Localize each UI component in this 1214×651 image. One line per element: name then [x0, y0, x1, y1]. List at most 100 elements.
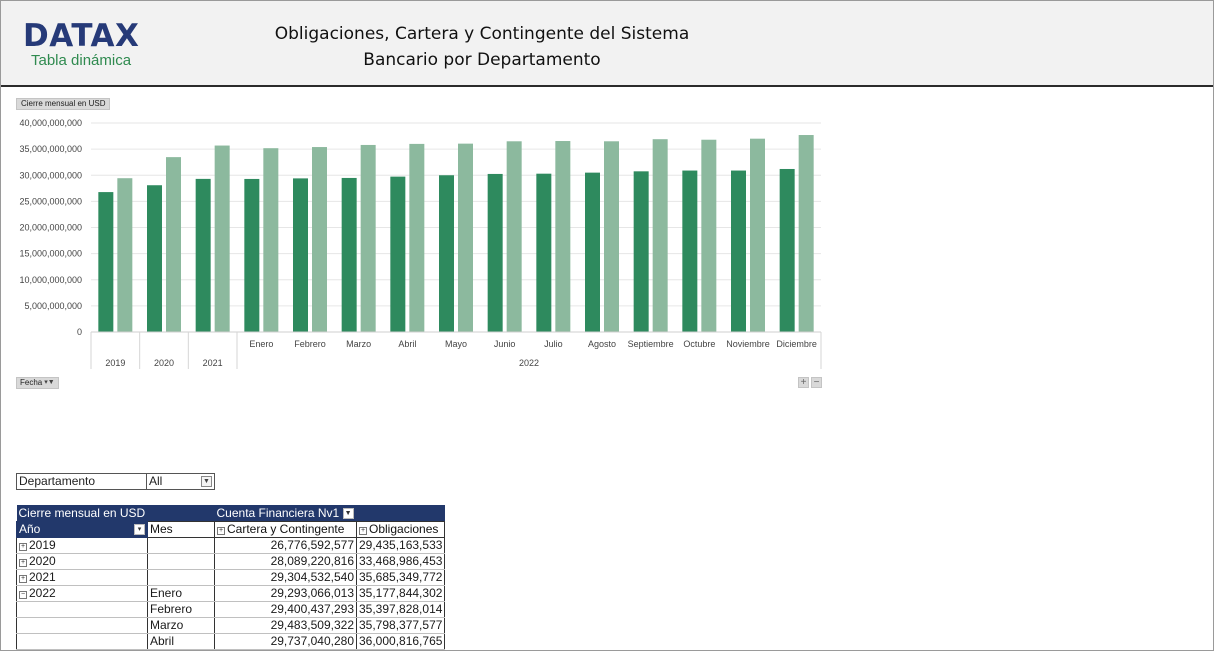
bar-cartera[interactable]: [341, 177, 357, 332]
filter-dropdown-icon: ▾▼: [44, 379, 55, 386]
year-cell[interactable]: [16, 633, 148, 650]
bar-cartera[interactable]: [195, 178, 211, 332]
chevron-down-icon[interactable]: ▼: [201, 476, 212, 487]
row-field-year-label: Año: [19, 522, 41, 536]
cartera-value[interactable]: 29,737,040,280: [214, 633, 357, 650]
year-label: 2021: [29, 570, 56, 584]
bar-obligaciones[interactable]: [263, 148, 279, 332]
table-row: Marzo 29,483,509,322 35,798,377,577: [16, 617, 446, 634]
expand-row-icon[interactable]: −: [19, 591, 27, 599]
bar-cartera[interactable]: [779, 168, 795, 332]
bar-cartera[interactable]: [682, 170, 698, 332]
x-tick-label: Diciembre: [776, 339, 817, 349]
year-label: 2019: [29, 538, 56, 552]
bar-obligaciones[interactable]: [506, 141, 522, 332]
pivot-table: Cierre mensual en USD Cuenta Financiera …: [16, 505, 446, 650]
column-field-header[interactable]: Cuenta Financiera Nv1 ▼: [214, 505, 445, 521]
col-cartera-header[interactable]: + Cartera y Contingente: [214, 520, 357, 538]
expand-field-button[interactable]: +: [798, 377, 809, 388]
bar-cartera[interactable]: [439, 175, 454, 332]
filter-select[interactable]: All ▼: [147, 473, 215, 490]
year-cell[interactable]: [16, 617, 148, 634]
col-obligaciones-header[interactable]: + Obligaciones: [355, 520, 446, 538]
bar-obligaciones[interactable]: [117, 178, 133, 332]
bar-obligaciones[interactable]: [214, 145, 230, 332]
obligaciones-value[interactable]: 35,177,844,302: [355, 585, 446, 602]
y-tick-label: 20,000,000,000: [19, 223, 82, 233]
bar-cartera[interactable]: [293, 178, 308, 332]
obligaciones-value[interactable]: 35,798,377,577: [355, 617, 446, 634]
measure-field-button[interactable]: Cierre mensual en USD: [16, 98, 111, 110]
report-title-line-2: Bancario por Departamento: [363, 50, 601, 70]
cartera-value[interactable]: 29,400,437,293: [214, 601, 357, 618]
year-cell[interactable]: −2022: [16, 585, 148, 602]
table-row: +2021 29,304,532,540 35,685,349,772: [16, 569, 446, 586]
month-cell[interactable]: Marzo: [147, 617, 215, 634]
obligaciones-value[interactable]: 35,685,349,772: [355, 569, 446, 586]
obligaciones-value[interactable]: 35,397,828,014: [355, 601, 446, 618]
obligaciones-value[interactable]: 29,435,163,533: [355, 537, 446, 554]
x-tick-label: Octubre: [683, 339, 715, 349]
row-field-year-header[interactable]: Año ▾: [16, 520, 148, 538]
x-group-label: 2021: [203, 358, 223, 368]
bar-obligaciones[interactable]: [166, 157, 181, 332]
bar-cartera[interactable]: [244, 178, 260, 332]
cartera-value[interactable]: 28,089,220,816: [214, 553, 357, 570]
month-cell[interactable]: [147, 553, 215, 570]
bar-obligaciones[interactable]: [555, 141, 571, 332]
bar-obligaciones[interactable]: [360, 144, 376, 332]
y-tick-label: 35,000,000,000: [19, 144, 82, 154]
bar-obligaciones[interactable]: [652, 139, 668, 332]
bar-cartera[interactable]: [487, 173, 503, 332]
expand-row-icon[interactable]: +: [19, 559, 27, 567]
column-filter-dropdown-icon[interactable]: ▼: [342, 508, 354, 520]
bar-obligaciones[interactable]: [701, 139, 717, 332]
collapse-field-button[interactable]: −: [811, 377, 822, 388]
cartera-value[interactable]: 29,293,066,013: [214, 585, 357, 602]
obligaciones-value[interactable]: 33,468,986,453: [355, 553, 446, 570]
year-cell[interactable]: +2021: [16, 569, 148, 586]
y-tick-label: 5,000,000,000: [24, 301, 82, 311]
bar-cartera[interactable]: [390, 176, 406, 332]
cartera-value[interactable]: 29,304,532,540: [214, 569, 357, 586]
bar-cartera[interactable]: [147, 185, 162, 332]
year-cell[interactable]: [16, 601, 148, 618]
bar-obligaciones[interactable]: [312, 147, 327, 332]
y-tick-label: 40,000,000,000: [19, 118, 82, 128]
bar-obligaciones[interactable]: [604, 141, 619, 332]
year-cell[interactable]: +2020: [16, 553, 148, 570]
bar-cartera[interactable]: [98, 192, 114, 332]
cartera-value[interactable]: 29,483,509,322: [214, 617, 357, 634]
bar-cartera[interactable]: [731, 170, 746, 332]
month-cell[interactable]: [147, 569, 215, 586]
bar-obligaciones[interactable]: [458, 143, 473, 332]
expand-row-icon[interactable]: +: [19, 575, 27, 583]
month-cell[interactable]: Abril: [147, 633, 215, 650]
pivot-subheader-row: Año ▾ Mes + Cartera y Contingente + Obliga…: [16, 520, 446, 538]
collapse-column-icon[interactable]: +: [359, 527, 367, 535]
x-tick-label: Febrero: [294, 339, 326, 349]
month-cell[interactable]: Enero: [147, 585, 215, 602]
collapse-column-icon[interactable]: +: [217, 527, 225, 535]
month-cell[interactable]: Febrero: [147, 601, 215, 618]
x-tick-label: Agosto: [588, 339, 616, 349]
year-filter-icon[interactable]: ▾: [134, 523, 145, 535]
month-cell[interactable]: [147, 537, 215, 554]
bar-obligaciones[interactable]: [798, 135, 814, 332]
year-cell[interactable]: +2019: [16, 537, 148, 554]
y-tick-label: 15,000,000,000: [19, 249, 82, 259]
cartera-value[interactable]: 26,776,592,577: [214, 537, 357, 554]
row-field-month-header[interactable]: Mes: [147, 520, 215, 538]
bar-cartera[interactable]: [536, 173, 552, 332]
obligaciones-value[interactable]: 36,000,816,765: [355, 633, 446, 650]
expand-row-icon[interactable]: +: [19, 543, 27, 551]
fecha-field-label: Fecha: [20, 378, 43, 387]
bar-obligaciones[interactable]: [409, 143, 425, 332]
filter-value: All: [149, 474, 163, 488]
bar-cartera[interactable]: [633, 171, 649, 332]
x-tick-label: Noviembre: [726, 339, 770, 349]
bar-obligaciones[interactable]: [750, 138, 765, 332]
bar-cartera[interactable]: [585, 172, 600, 332]
fecha-field-button[interactable]: Fecha ▾▼: [16, 377, 59, 389]
